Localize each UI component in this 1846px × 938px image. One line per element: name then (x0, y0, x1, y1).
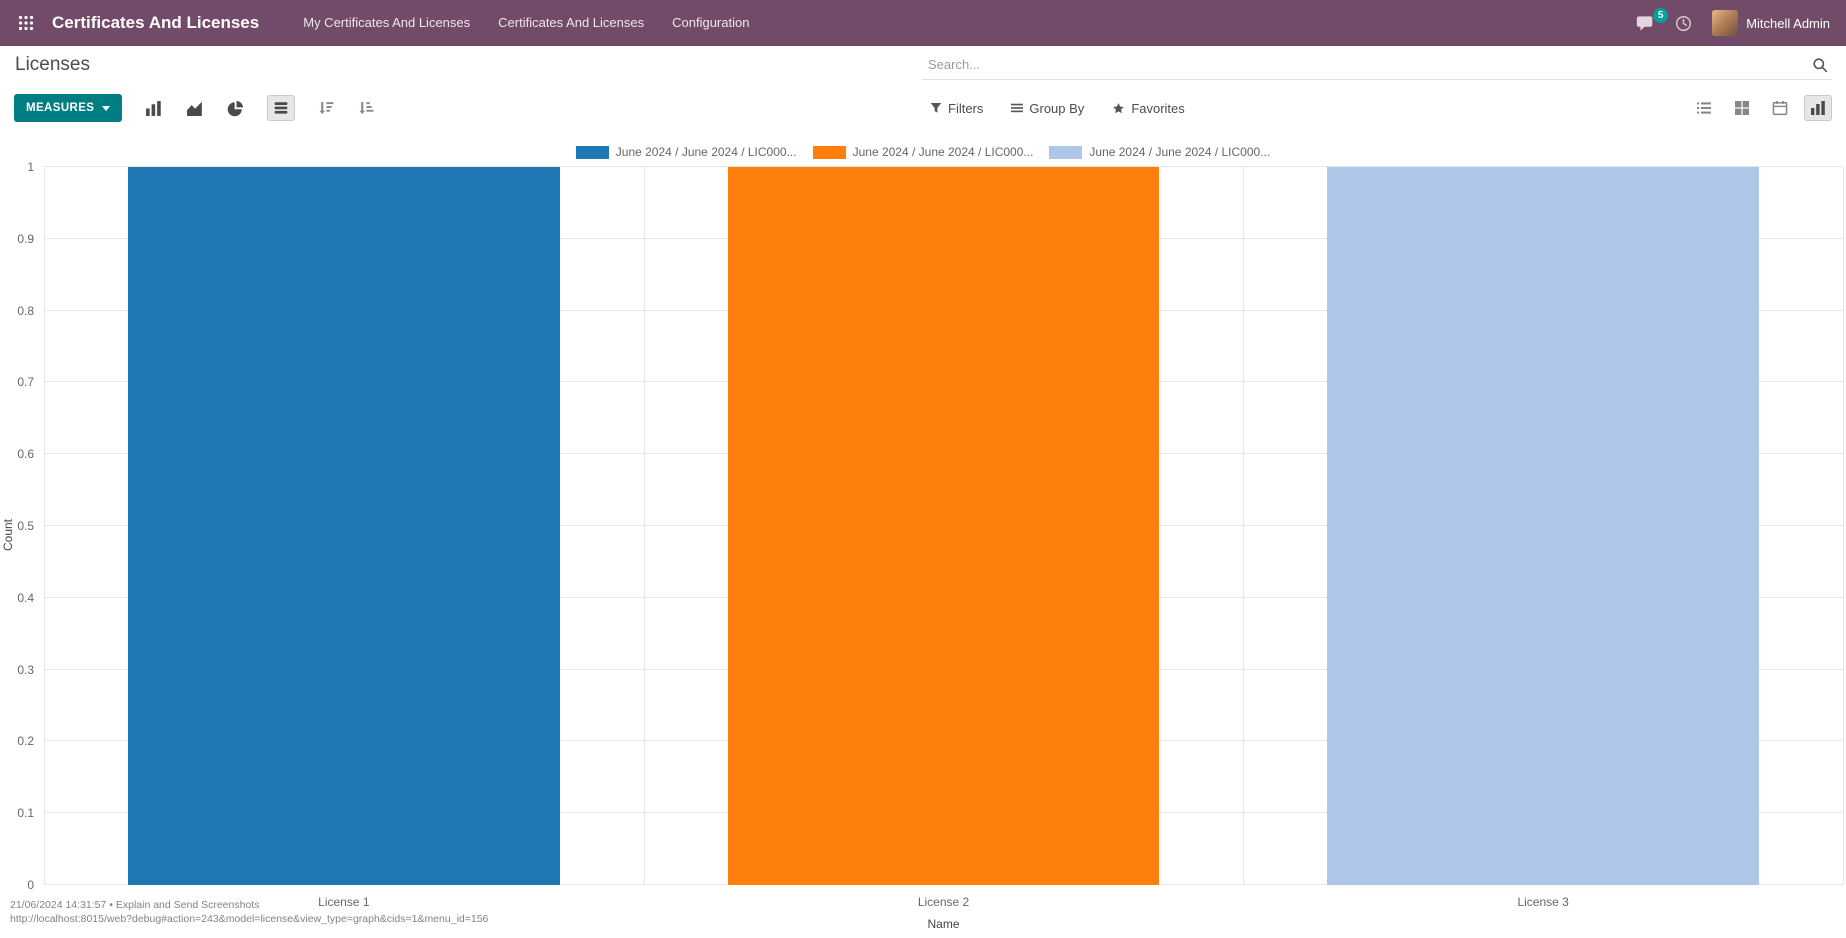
legend-label: June 2024 / June 2024 / LIC000... (852, 145, 1034, 159)
avatar (1712, 10, 1739, 36)
message-count-badge: 5 (1653, 7, 1669, 23)
filter-funnel-icon (930, 103, 942, 113)
line-chart-type-button[interactable] (180, 95, 209, 122)
x-tick-label: License 1 (318, 895, 370, 909)
list-view-button[interactable] (1690, 95, 1718, 121)
bar-license-1[interactable] (127, 167, 560, 885)
legend-item[interactable]: June 2024 / June 2024 / LIC000... (812, 145, 1034, 159)
user-name: Mitchell Admin (1746, 15, 1830, 31)
y-tick-label: 0.2 (17, 734, 34, 749)
x-axis-title: Name (927, 917, 960, 931)
chart-legend: June 2024 / June 2024 / LIC000... June 20… (0, 142, 1846, 162)
chart-type-group (139, 95, 250, 122)
legend-swatch-icon (575, 145, 609, 159)
y-tick-label: 0.6 (17, 447, 34, 462)
y-tick-label: 0.4 (17, 590, 34, 605)
search-box[interactable] (922, 50, 1832, 80)
search-input[interactable] (922, 57, 1804, 72)
y-axis-line (44, 167, 45, 885)
apps-menu-icon[interactable] (8, 15, 44, 31)
stacked-toggle-button[interactable] (267, 95, 296, 121)
sort-descending-button[interactable] (312, 95, 340, 121)
x-tick-label: License 3 (1517, 895, 1569, 909)
view-switcher (1690, 95, 1832, 121)
search-facet-buttons: Filters Group By Favorites (930, 101, 1185, 116)
menu-certificates-and-licenses[interactable]: Certificates And Licenses (498, 15, 645, 30)
plot-area (44, 166, 1844, 885)
y-tick-label: 0.7 (17, 375, 34, 390)
search-icon[interactable] (1804, 57, 1832, 73)
graph-view: June 2024 / June 2024 / LIC000... June 20… (0, 132, 1846, 938)
y-tick-label: 1 (27, 160, 34, 174)
group-by-icon (1011, 103, 1024, 113)
kanban-view-button[interactable] (1728, 95, 1756, 121)
pie-chart-type-button[interactable] (221, 95, 250, 122)
y-tick-label: 0.3 (17, 662, 34, 677)
y-tick-label: 0.9 (17, 231, 34, 246)
sort-ascending-button[interactable] (352, 95, 380, 121)
y-tick-label: 0.5 (17, 519, 34, 533)
legend-item[interactable]: June 2024 / June 2024 / LIC000... (575, 145, 797, 159)
calendar-view-button[interactable] (1766, 95, 1794, 121)
x-axis-ticks: License 1 License 2 License 3 (44, 895, 1843, 911)
screenshot-debug-overlay: 21/06/2024 14:31:57 • Explain and Send S… (10, 898, 488, 926)
top-navbar: Certificates And Licenses My Certificate… (0, 0, 1846, 46)
app-title[interactable]: Certificates And Licenses (52, 13, 260, 32)
y-axis-ticks: 0 0.1 0.2 0.3 0.4 0.5 0.6 0.7 0.8 0.9 1 (0, 160, 40, 892)
filters-button[interactable]: Filters (930, 101, 983, 116)
group-by-button[interactable]: Group By (1011, 101, 1084, 116)
menu-my-certificates-and-licenses[interactable]: My Certificates And Licenses (303, 15, 471, 30)
sort-group (312, 95, 380, 121)
measures-button[interactable]: MEASURES (14, 94, 123, 122)
bar-license-2[interactable] (727, 167, 1160, 885)
legend-swatch-icon (812, 145, 846, 159)
favorites-button[interactable]: Favorites (1112, 100, 1185, 116)
gridline-vertical (1243, 167, 1245, 885)
gridline-vertical (1843, 167, 1844, 885)
systray: 5 Mitchell Admin (1636, 7, 1830, 36)
filters-label: Filters (948, 100, 984, 116)
gridline-horizontal (44, 166, 1843, 167)
breadcrumb-search-row: Licenses (0, 46, 1846, 84)
page-title: Licenses (15, 54, 90, 75)
messages-icon[interactable]: 5 (1636, 7, 1669, 32)
chevron-down-icon (102, 105, 111, 111)
menu-configuration[interactable]: Configuration (672, 15, 750, 30)
legend-label: June 2024 / June 2024 / LIC000... (1089, 145, 1271, 159)
y-tick-label: 0.8 (17, 303, 34, 318)
star-icon (1113, 102, 1125, 113)
legend-item[interactable]: June 2024 / June 2024 / LIC000... (1049, 145, 1270, 159)
top-menu: My Certificates And Licenses Certificate… (289, 0, 763, 46)
user-menu[interactable]: Mitchell Admin (1712, 10, 1830, 36)
activity-clock-icon[interactable] (1675, 15, 1692, 32)
x-tick-label: License 2 (917, 895, 970, 909)
favorites-label: Favorites (1131, 100, 1185, 116)
measures-label: MEASURES (26, 102, 95, 114)
y-tick-label: 0 (27, 878, 34, 892)
legend-label: June 2024 / June 2024 / LIC000... (615, 145, 797, 159)
debug-timestamp: 21/06/2024 14:31:57 • Explain and Send S… (10, 899, 260, 911)
debug-url: http://localhost:8015/web?debug#action=2… (10, 913, 489, 925)
graph-view-button[interactable] (1804, 95, 1832, 121)
bar-license-3[interactable] (1327, 167, 1760, 885)
control-panel: MEASURES (0, 84, 1846, 132)
bar-chart-type-button[interactable] (139, 95, 168, 122)
y-tick-label: 0.1 (17, 806, 34, 821)
legend-swatch-icon (1049, 145, 1083, 159)
gridline-vertical (643, 167, 645, 885)
group-by-label: Group By (1029, 100, 1085, 116)
